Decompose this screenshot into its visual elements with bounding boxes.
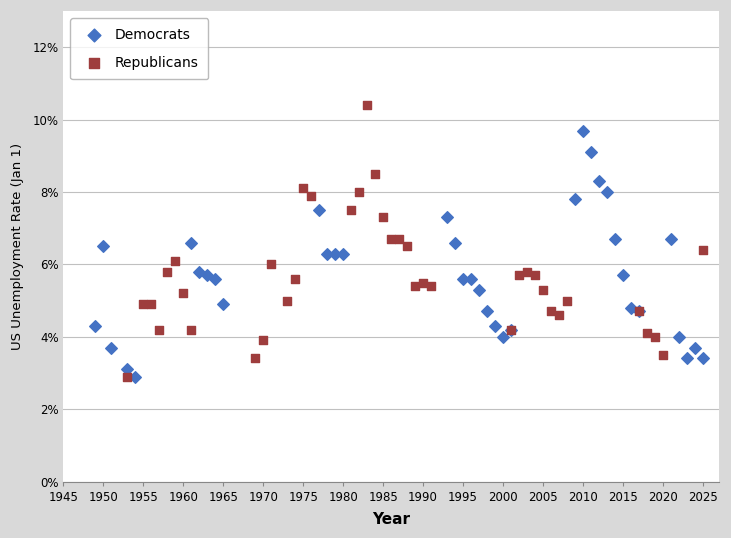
Democrats (465, 274, 477, 283)
Democrats (457, 274, 469, 283)
X-axis label: Year: Year (372, 512, 410, 527)
Democrats (105, 343, 117, 352)
Republicans (513, 271, 525, 280)
Democrats (697, 354, 708, 363)
Democrats (497, 332, 509, 341)
Republicans (170, 257, 181, 265)
Republicans (385, 235, 397, 243)
Democrats (689, 343, 701, 352)
Republicans (162, 267, 173, 276)
Democrats (450, 238, 461, 247)
Democrats (489, 322, 501, 330)
Democrats (314, 206, 325, 215)
Democrats (473, 286, 485, 294)
Democrats (681, 354, 693, 363)
Democrats (617, 271, 629, 280)
Democrats (633, 307, 645, 316)
Republicans (401, 242, 413, 251)
Republicans (521, 267, 533, 276)
Republicans (369, 169, 381, 178)
Democrats (186, 238, 197, 247)
Republicans (425, 282, 437, 291)
Democrats (609, 235, 621, 243)
Democrats (217, 300, 229, 308)
Republicans (265, 260, 277, 268)
Democrats (202, 271, 213, 280)
Democrats (481, 307, 493, 316)
Democrats (625, 303, 637, 312)
Republicans (561, 296, 573, 305)
Republicans (697, 246, 708, 254)
Republicans (649, 332, 661, 341)
Republicans (186, 325, 197, 334)
Democrats (585, 148, 596, 157)
Republicans (537, 286, 549, 294)
Democrats (322, 249, 333, 258)
Democrats (97, 242, 109, 251)
Republicans (353, 188, 365, 196)
Democrats (210, 274, 221, 283)
Democrats (337, 249, 349, 258)
Democrats (673, 332, 685, 341)
Republicans (121, 372, 133, 381)
Democrats (569, 195, 581, 203)
Republicans (633, 307, 645, 316)
Republicans (289, 274, 301, 283)
Legend: Democrats, Republicans: Democrats, Republicans (70, 18, 208, 80)
Republicans (657, 351, 669, 359)
Democrats (90, 322, 102, 330)
Republicans (505, 325, 517, 334)
Republicans (377, 213, 389, 222)
Republicans (529, 271, 541, 280)
Republicans (345, 206, 357, 215)
Republicans (545, 307, 557, 316)
Republicans (298, 184, 309, 193)
Republicans (361, 101, 373, 110)
Republicans (417, 278, 429, 287)
Democrats (121, 365, 133, 374)
Democrats (194, 267, 205, 276)
Republicans (145, 300, 157, 308)
Republicans (257, 336, 269, 345)
Republicans (409, 282, 421, 291)
Republicans (154, 325, 165, 334)
Democrats (505, 325, 517, 334)
Republicans (178, 289, 189, 298)
Republicans (393, 235, 405, 243)
Republicans (281, 296, 293, 305)
Democrats (330, 249, 341, 258)
Republicans (553, 311, 565, 320)
Democrats (577, 126, 588, 135)
Republicans (249, 354, 261, 363)
Republicans (137, 300, 149, 308)
Y-axis label: US Unemployment Rate (Jan 1): US Unemployment Rate (Jan 1) (11, 143, 24, 350)
Democrats (601, 188, 613, 196)
Democrats (665, 235, 677, 243)
Democrats (442, 213, 453, 222)
Republicans (641, 329, 653, 337)
Republicans (306, 192, 317, 200)
Democrats (593, 177, 605, 186)
Democrats (129, 372, 141, 381)
